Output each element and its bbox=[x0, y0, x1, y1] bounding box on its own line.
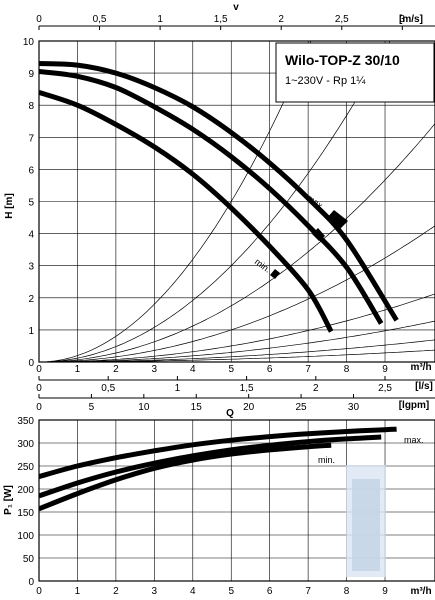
head-y-tick-9: 9 bbox=[28, 69, 34, 80]
velocity-tick-6: 3 bbox=[400, 14, 406, 25]
velocity-tick-2: 1 bbox=[157, 14, 163, 25]
curve-label-min: min. bbox=[253, 257, 280, 279]
head-x-tick-7: 7 bbox=[305, 364, 311, 375]
head-y-tick-10: 10 bbox=[23, 37, 35, 48]
title-box: Wilo-TOP-Z 30/10 1~230V - Rp 1¼ bbox=[275, 42, 435, 103]
power-max-label: max. bbox=[404, 435, 424, 445]
power-min-label: min. bbox=[318, 455, 335, 465]
power-curve-min bbox=[39, 442, 332, 512]
flow-axis-title: Q bbox=[226, 408, 234, 419]
power-x-tick-2: 2 bbox=[113, 586, 119, 597]
velocity-tick-0: 0 bbox=[36, 14, 42, 25]
head-y-tick-2: 2 bbox=[28, 294, 34, 305]
ls-tick-2: 1 bbox=[175, 383, 181, 394]
system-curve-3 bbox=[39, 225, 435, 362]
power-curve-mid bbox=[39, 434, 382, 499]
head-y-tick-1: 1 bbox=[28, 326, 34, 337]
power-x-tick-7: 7 bbox=[305, 586, 311, 597]
power-x-tick-9: 9 bbox=[382, 586, 388, 597]
flow-axes: [l/s] [lgpm] Q 0 0,5 1 1,5 2 2,5 0 5 10 15 20 25 30 bbox=[36, 376, 435, 419]
lgpm-tick-3: 15 bbox=[191, 402, 203, 413]
head-y-tick-8: 8 bbox=[28, 101, 34, 112]
head-y-tick-5: 5 bbox=[28, 198, 34, 209]
lgpm-tick-1: 5 bbox=[89, 402, 95, 413]
lgpm-tick-5: 25 bbox=[296, 402, 308, 413]
lgpm-tick-0: 0 bbox=[36, 402, 42, 413]
head-x-tick-1: 1 bbox=[75, 364, 81, 375]
system-curve-0 bbox=[39, 41, 312, 362]
power-chart-frame bbox=[38, 419, 435, 582]
ls-tick-4: 2 bbox=[313, 383, 319, 394]
head-x-tick-0: 0 bbox=[36, 364, 42, 375]
velocity-axis-unit: [m/s] bbox=[399, 14, 423, 25]
head-x-unit: m³/h bbox=[410, 362, 431, 373]
power-y-tick-6: 300 bbox=[17, 439, 34, 450]
lgpm-tick-2: 10 bbox=[138, 402, 150, 413]
power-y-tick-7: 350 bbox=[17, 416, 34, 427]
velocity-tick-4: 2 bbox=[278, 14, 284, 25]
system-curve-4 bbox=[39, 293, 435, 362]
head-y-tick-6: 6 bbox=[28, 165, 34, 176]
velocity-axis-title: v bbox=[233, 2, 239, 13]
power-chart: max. min. 0 50 100 150 200 250 300 350 P₁ [W] 0… bbox=[3, 416, 435, 597]
head-x-tick-4: 4 bbox=[190, 364, 196, 375]
chart-title: Wilo-TOP-Z 30/10 bbox=[285, 52, 400, 68]
lgpm-axis-unit: [lgpm] bbox=[399, 400, 430, 411]
power-x-tick-3: 3 bbox=[152, 586, 158, 597]
velocity-tick-3: 1,5 bbox=[214, 14, 228, 25]
velocity-tick-5: 2,5 bbox=[335, 14, 349, 25]
head-x-tick-3: 3 bbox=[152, 364, 158, 375]
head-x-tick-2: 2 bbox=[113, 364, 119, 375]
power-axis-title: P₁ [W] bbox=[3, 485, 14, 515]
head-y-tick-0: 0 bbox=[28, 358, 34, 369]
ls-tick-0: 0 bbox=[36, 383, 42, 394]
head-x-tick-6: 6 bbox=[267, 364, 273, 375]
power-y-tick-5: 250 bbox=[17, 462, 34, 473]
head-curve-mid bbox=[39, 69, 384, 325]
power-y-tick-2: 100 bbox=[17, 531, 34, 542]
velocity-axis: v [m/s] 0 0,5 1 1,5 2 2,5 3 bbox=[36, 2, 435, 30]
lgpm-tick-6: 30 bbox=[348, 402, 360, 413]
head-y-tick-3: 3 bbox=[28, 262, 34, 273]
system-curve-5 bbox=[39, 320, 435, 362]
ls-tick-3: 1,5 bbox=[240, 383, 254, 394]
head-x-tick-9: 9 bbox=[382, 364, 388, 375]
ls-tick-1: 0,5 bbox=[101, 383, 115, 394]
velocity-tick-1: 0,5 bbox=[93, 14, 107, 25]
chart-subtitle: 1~230V - Rp 1¼ bbox=[285, 75, 366, 87]
power-x-tick-4: 4 bbox=[190, 586, 196, 597]
lgpm-tick-4: 20 bbox=[243, 402, 255, 413]
power-y-tick-3: 150 bbox=[17, 508, 34, 519]
power-x-unit: m³/h bbox=[410, 586, 431, 597]
power-y-tick-0: 0 bbox=[28, 577, 34, 588]
head-chart: Wilo-TOP-Z 30/10 1~230V - Rp 1¼ max. min… bbox=[4, 37, 435, 375]
power-x-tick-6: 6 bbox=[267, 586, 273, 597]
power-x-tick-8: 8 bbox=[344, 586, 350, 597]
power-x-tick-0: 0 bbox=[36, 586, 42, 597]
ls-axis-unit: [l/s] bbox=[415, 381, 433, 392]
head-y-tick-4: 4 bbox=[28, 230, 34, 241]
power-y-tick-4: 200 bbox=[17, 485, 34, 496]
power-x-tick-1: 1 bbox=[75, 586, 81, 597]
power-x-tick-5: 5 bbox=[228, 586, 234, 597]
watermark bbox=[346, 465, 386, 577]
head-x-tick-5: 5 bbox=[228, 364, 234, 375]
head-chart-frame bbox=[38, 40, 435, 363]
head-axis-title: H [m] bbox=[4, 193, 15, 219]
system-curve-2 bbox=[39, 123, 435, 362]
head-y-tick-7: 7 bbox=[28, 133, 34, 144]
ls-tick-5: 2,5 bbox=[378, 383, 392, 394]
head-curve-min bbox=[39, 90, 334, 333]
head-x-tick-8: 8 bbox=[344, 364, 350, 375]
system-curve-1 bbox=[39, 41, 391, 362]
power-y-tick-1: 50 bbox=[23, 554, 35, 565]
power-curve-max bbox=[39, 426, 397, 480]
